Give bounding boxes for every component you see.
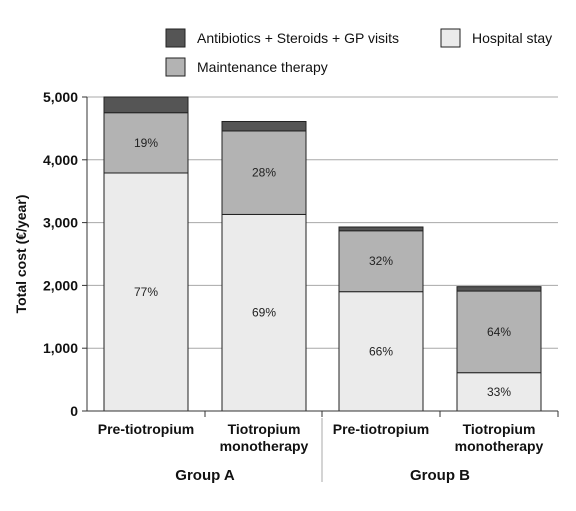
bar-segment [457,287,541,291]
segment-percent-label: 28% [252,166,276,180]
group-label: Group A [175,467,235,484]
category-label: Pre-tiotropium [98,421,194,437]
category-label: Tiotropium monotherapy [220,421,309,454]
y-axis: 0 1,000 2,000 3,000 4,000 5,000 [43,89,87,419]
group-label: Group B [410,467,470,484]
segment-percent-label: 66% [369,344,393,358]
legend-label: Hospital stay [472,30,552,46]
y-tick-label: 4,000 [43,152,78,168]
y-axis-title: Total cost (€/year) [13,195,29,314]
legend: Antibiotics + Steroids + GP visits Hospit… [166,29,552,76]
segment-percent-label: 32% [369,254,393,268]
y-tick-label: 5,000 [43,89,78,105]
segment-percent-label: 33% [487,385,511,399]
category-label: Tiotropium monotherapy [455,421,544,454]
bars: 77% 19% 69% 28% 66% 32% 33% 64% [104,97,541,411]
bar-segment [339,227,423,231]
segment-percent-label: 64% [487,325,511,339]
x-axis: Pre-tiotropium Tiotropium monotherapy Pre-t… [87,411,558,484]
legend-swatch [441,29,460,47]
segment-percent-label: 77% [134,285,158,299]
bar-segment [222,121,306,130]
segment-percent-label: 69% [252,306,276,320]
segment-percent-label: 19% [134,136,158,150]
bar-segment [104,97,188,113]
y-tick-label: 2,000 [43,277,78,293]
legend-label: Maintenance therapy [197,59,328,75]
y-tick-label: 1,000 [43,340,78,356]
legend-label: Antibiotics + Steroids + GP visits [197,30,399,46]
y-tick-label: 0 [70,403,78,419]
legend-swatch [166,58,185,76]
legend-swatch [166,29,185,47]
category-label: Pre-tiotropium [333,421,429,437]
y-tick-label: 3,000 [43,215,78,231]
